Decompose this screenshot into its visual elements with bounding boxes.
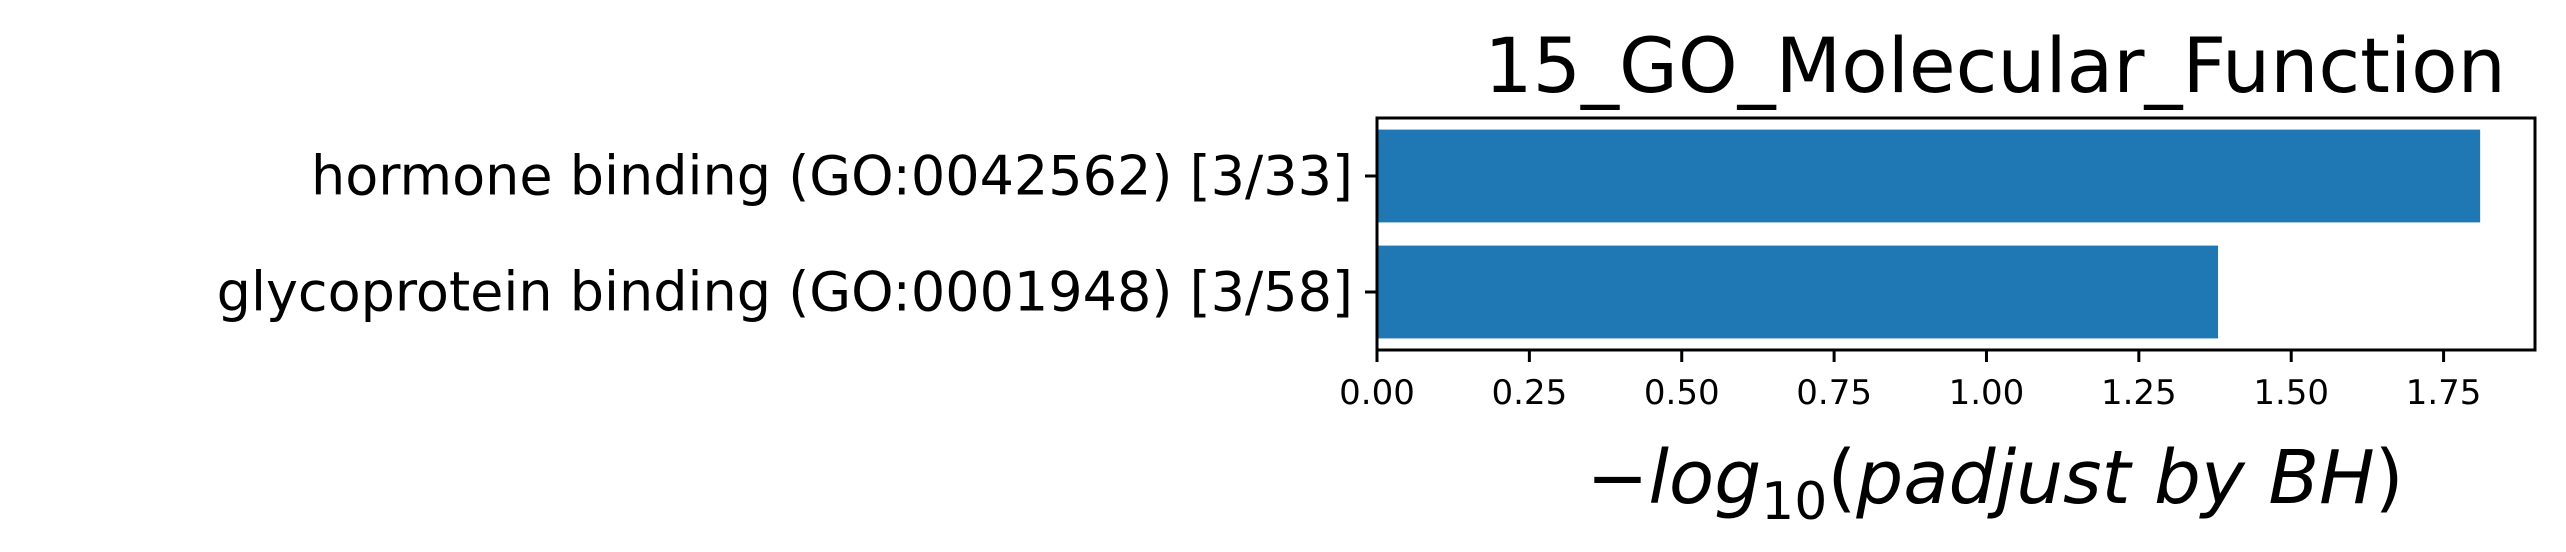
- x-tick-label-1: 0.00: [1339, 373, 1415, 413]
- bars-group: [1377, 129, 2481, 339]
- x-tick-label-2: 0.25: [1492, 373, 1568, 413]
- category-label-1: hormone binding (GO:0042562) [3/33]: [311, 145, 1353, 208]
- x-tick-label-7: 1.50: [2253, 373, 2329, 413]
- bar-2: [1377, 245, 2219, 339]
- x-tick-label-3: 0.50: [1644, 373, 1720, 413]
- x-axis-label-subscript: 10: [1761, 472, 1827, 532]
- x-axis-label-log: log: [1648, 435, 1761, 521]
- x-axis-label-open-paren: (: [1827, 435, 1856, 521]
- x-tick-label-4: 0.75: [1796, 373, 1872, 413]
- category-label-2: glycoprotein binding (GO:0001948) [3/58]: [217, 261, 1353, 324]
- chart-title: 15_GO_Molecular_Function: [1484, 21, 2506, 110]
- x-axis-label-minus: −: [1586, 435, 1648, 521]
- bar-1: [1377, 129, 2481, 223]
- x-axis-label: −log10(padjust by BH): [1586, 435, 2403, 532]
- x-axis-label-close-paren: ): [2375, 435, 2404, 521]
- y-axis: hormone binding (GO:0042562) [3/33] glyco…: [217, 145, 1377, 324]
- plot-frame: [1375, 116, 2537, 352]
- x-tick-label-6: 1.25: [2101, 373, 2177, 413]
- x-axis-label-body: padjust by BH: [1855, 435, 2375, 521]
- x-tick-label-5: 1.00: [1949, 373, 2025, 413]
- x-tick-label-8: 1.75: [2406, 373, 2482, 413]
- x-axis: 0.00 0.25 0.50 0.75 1.00 1.25 1.50 1.75: [1339, 350, 2481, 413]
